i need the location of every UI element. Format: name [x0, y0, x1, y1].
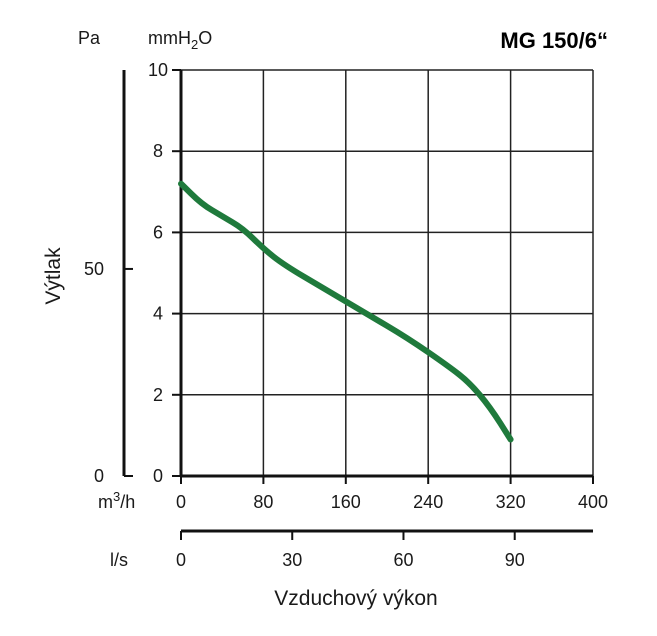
- y-tick-label: 6: [153, 222, 163, 242]
- ls-tick-label: 0: [176, 550, 186, 570]
- performance-curve: [178, 180, 514, 443]
- x-tick-label: 240: [413, 492, 443, 512]
- ls-tick-label: 30: [282, 550, 302, 570]
- pa-tick-label: 0: [94, 466, 104, 486]
- x-tick-label: 80: [253, 492, 273, 512]
- unit-ls-label: l/s: [110, 550, 128, 570]
- y-tick-label: 0: [153, 466, 163, 486]
- data-series: [178, 180, 514, 443]
- unit-pa-label: Pa: [78, 28, 101, 48]
- x-tick-label: 160: [331, 492, 361, 512]
- axes: [122, 69, 594, 540]
- x-tick-label: 320: [496, 492, 526, 512]
- y-tick-label: 4: [153, 304, 163, 324]
- ls-tick-label: 60: [393, 550, 413, 570]
- chart-title: MG 150/6“: [500, 28, 608, 53]
- ls-tick-label: 90: [505, 550, 525, 570]
- pa-tick-label: 50: [84, 259, 104, 279]
- x-tick-label: 400: [578, 492, 608, 512]
- y-axis-title: Výtlak: [42, 247, 65, 305]
- y-tick-label: 10: [148, 60, 168, 80]
- x-axis-title: Vzduchový výkon: [274, 587, 437, 610]
- unit-m3h-label: m3/h: [98, 489, 135, 512]
- unit-mmh2o-label: mmH2O: [148, 28, 212, 52]
- x-tick-label: 0: [176, 492, 186, 512]
- grid-lines: [181, 69, 594, 476]
- y-tick-label: 8: [153, 141, 163, 161]
- y-tick-label: 2: [153, 385, 163, 405]
